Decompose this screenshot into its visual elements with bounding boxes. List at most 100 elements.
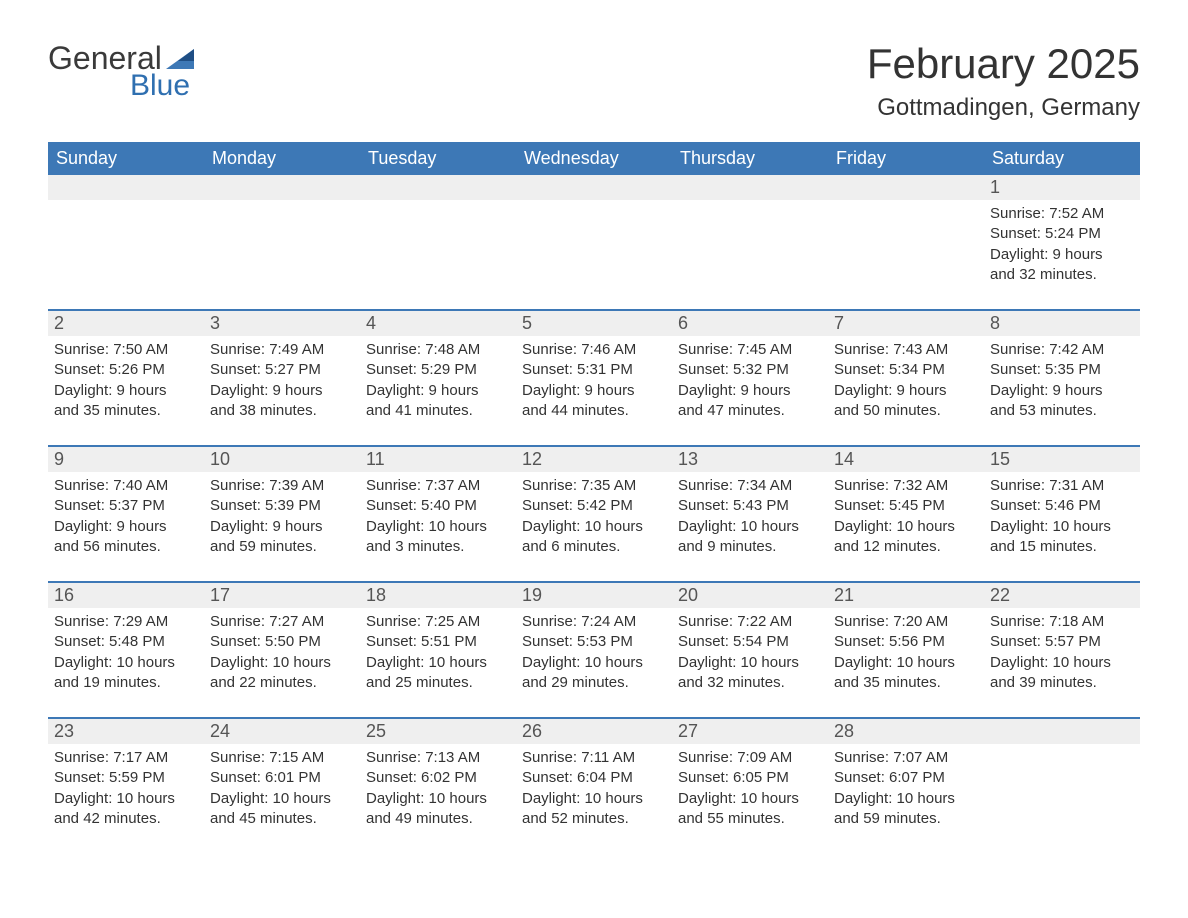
day-daylight2: and 56 minutes. (54, 537, 198, 557)
day-sunset: Sunset: 6:05 PM (678, 768, 822, 788)
day-daylight2: and 29 minutes. (522, 673, 666, 693)
day-daylight1: Daylight: 10 hours (366, 517, 510, 537)
day-cell (48, 175, 204, 295)
logo-text-blue: Blue (130, 69, 190, 103)
weekday-header-row: SundayMondayTuesdayWednesdayThursdayFrid… (48, 142, 1140, 175)
day-daylight1: Daylight: 9 hours (678, 381, 822, 401)
day-daylight1: Daylight: 9 hours (54, 517, 198, 537)
day-cell: 15Sunrise: 7:31 AMSunset: 5:46 PMDayligh… (984, 447, 1140, 567)
day-sunset: Sunset: 5:29 PM (366, 360, 510, 380)
day-cell: 4Sunrise: 7:48 AMSunset: 5:29 PMDaylight… (360, 311, 516, 431)
day-sunrise: Sunrise: 7:52 AM (990, 204, 1134, 224)
day-sunset: Sunset: 5:46 PM (990, 496, 1134, 516)
day-cell: 10Sunrise: 7:39 AMSunset: 5:39 PMDayligh… (204, 447, 360, 567)
day-sunrise: Sunrise: 7:27 AM (210, 612, 354, 632)
day-sunset: Sunset: 6:02 PM (366, 768, 510, 788)
week-row: 2Sunrise: 7:50 AMSunset: 5:26 PMDaylight… (48, 309, 1140, 431)
day-sunrise: Sunrise: 7:39 AM (210, 476, 354, 496)
day-daylight1: Daylight: 9 hours (834, 381, 978, 401)
day-cell (828, 175, 984, 295)
day-cell: 26Sunrise: 7:11 AMSunset: 6:04 PMDayligh… (516, 719, 672, 839)
day-daylight2: and 25 minutes. (366, 673, 510, 693)
day-sunrise: Sunrise: 7:34 AM (678, 476, 822, 496)
day-daylight2: and 15 minutes. (990, 537, 1134, 557)
day-cell: 22Sunrise: 7:18 AMSunset: 5:57 PMDayligh… (984, 583, 1140, 703)
week-row: 1Sunrise: 7:52 AMSunset: 5:24 PMDaylight… (48, 175, 1140, 295)
day-daylight1: Daylight: 9 hours (210, 381, 354, 401)
day-sunrise: Sunrise: 7:24 AM (522, 612, 666, 632)
day-cell: 25Sunrise: 7:13 AMSunset: 6:02 PMDayligh… (360, 719, 516, 839)
day-sunset: Sunset: 6:04 PM (522, 768, 666, 788)
day-daylight2: and 42 minutes. (54, 809, 198, 829)
day-sunset: Sunset: 5:35 PM (990, 360, 1134, 380)
day-sunset: Sunset: 5:48 PM (54, 632, 198, 652)
day-daylight2: and 35 minutes. (54, 401, 198, 421)
day-content: Sunrise: 7:11 AMSunset: 6:04 PMDaylight:… (516, 744, 672, 829)
day-cell: 5Sunrise: 7:46 AMSunset: 5:31 PMDaylight… (516, 311, 672, 431)
day-sunset: Sunset: 5:42 PM (522, 496, 666, 516)
day-content: Sunrise: 7:45 AMSunset: 5:32 PMDaylight:… (672, 336, 828, 421)
day-number: 17 (204, 583, 360, 608)
day-cell: 27Sunrise: 7:09 AMSunset: 6:05 PMDayligh… (672, 719, 828, 839)
day-sunset: Sunset: 5:45 PM (834, 496, 978, 516)
day-number: 27 (672, 719, 828, 744)
day-daylight1: Daylight: 9 hours (990, 245, 1134, 265)
day-daylight2: and 32 minutes. (990, 265, 1134, 285)
day-cell (984, 719, 1140, 839)
day-number: 26 (516, 719, 672, 744)
day-daylight2: and 55 minutes. (678, 809, 822, 829)
day-cell: 14Sunrise: 7:32 AMSunset: 5:45 PMDayligh… (828, 447, 984, 567)
day-sunset: Sunset: 5:26 PM (54, 360, 198, 380)
day-number (204, 175, 360, 200)
day-content: Sunrise: 7:13 AMSunset: 6:02 PMDaylight:… (360, 744, 516, 829)
title-location: Gottmadingen, Germany (867, 94, 1140, 122)
day-daylight2: and 6 minutes. (522, 537, 666, 557)
day-cell: 28Sunrise: 7:07 AMSunset: 6:07 PMDayligh… (828, 719, 984, 839)
day-number: 16 (48, 583, 204, 608)
day-cell: 8Sunrise: 7:42 AMSunset: 5:35 PMDaylight… (984, 311, 1140, 431)
day-cell: 7Sunrise: 7:43 AMSunset: 5:34 PMDaylight… (828, 311, 984, 431)
day-content: Sunrise: 7:17 AMSunset: 5:59 PMDaylight:… (48, 744, 204, 829)
weekday-header: Friday (828, 142, 984, 175)
day-daylight2: and 12 minutes. (834, 537, 978, 557)
day-daylight1: Daylight: 10 hours (990, 517, 1134, 537)
day-sunrise: Sunrise: 7:49 AM (210, 340, 354, 360)
day-cell (204, 175, 360, 295)
day-daylight1: Daylight: 10 hours (522, 517, 666, 537)
day-sunset: Sunset: 5:43 PM (678, 496, 822, 516)
day-number (516, 175, 672, 200)
week-row: 23Sunrise: 7:17 AMSunset: 5:59 PMDayligh… (48, 717, 1140, 839)
day-content: Sunrise: 7:52 AMSunset: 5:24 PMDaylight:… (984, 200, 1140, 285)
day-sunset: Sunset: 5:39 PM (210, 496, 354, 516)
day-sunrise: Sunrise: 7:07 AM (834, 748, 978, 768)
day-number: 15 (984, 447, 1140, 472)
day-sunset: Sunset: 6:07 PM (834, 768, 978, 788)
week-row: 9Sunrise: 7:40 AMSunset: 5:37 PMDaylight… (48, 445, 1140, 567)
day-content: Sunrise: 7:37 AMSunset: 5:40 PMDaylight:… (360, 472, 516, 557)
day-content: Sunrise: 7:29 AMSunset: 5:48 PMDaylight:… (48, 608, 204, 693)
day-cell: 6Sunrise: 7:45 AMSunset: 5:32 PMDaylight… (672, 311, 828, 431)
day-sunrise: Sunrise: 7:22 AM (678, 612, 822, 632)
day-content: Sunrise: 7:43 AMSunset: 5:34 PMDaylight:… (828, 336, 984, 421)
day-content: Sunrise: 7:46 AMSunset: 5:31 PMDaylight:… (516, 336, 672, 421)
day-sunset: Sunset: 5:37 PM (54, 496, 198, 516)
day-daylight2: and 49 minutes. (366, 809, 510, 829)
day-number: 23 (48, 719, 204, 744)
day-daylight2: and 3 minutes. (366, 537, 510, 557)
day-daylight1: Daylight: 10 hours (210, 789, 354, 809)
day-number: 5 (516, 311, 672, 336)
day-number: 10 (204, 447, 360, 472)
day-daylight1: Daylight: 10 hours (678, 789, 822, 809)
calendar: SundayMondayTuesdayWednesdayThursdayFrid… (48, 142, 1140, 839)
day-sunset: Sunset: 5:27 PM (210, 360, 354, 380)
day-daylight1: Daylight: 10 hours (990, 653, 1134, 673)
day-daylight1: Daylight: 10 hours (366, 789, 510, 809)
day-sunrise: Sunrise: 7:11 AM (522, 748, 666, 768)
day-daylight1: Daylight: 10 hours (54, 653, 198, 673)
day-content: Sunrise: 7:09 AMSunset: 6:05 PMDaylight:… (672, 744, 828, 829)
title-month: February 2025 (867, 40, 1140, 88)
day-daylight2: and 38 minutes. (210, 401, 354, 421)
day-content: Sunrise: 7:34 AMSunset: 5:43 PMDaylight:… (672, 472, 828, 557)
day-content: Sunrise: 7:25 AMSunset: 5:51 PMDaylight:… (360, 608, 516, 693)
day-number (672, 175, 828, 200)
